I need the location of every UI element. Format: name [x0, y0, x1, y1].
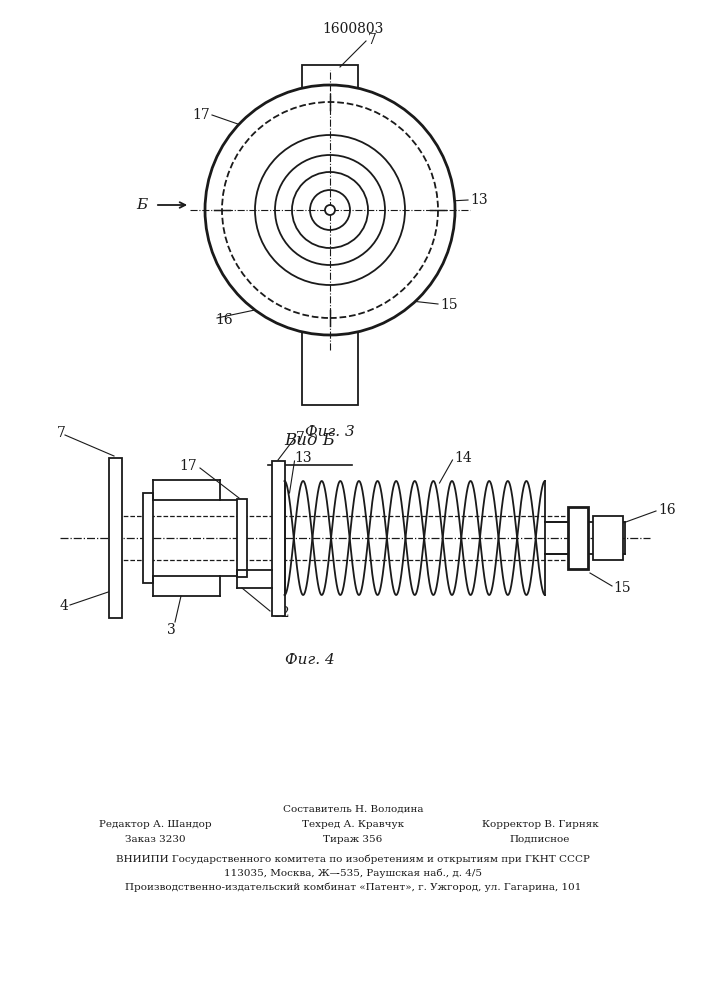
- Text: Фиг. 4: Фиг. 4: [285, 653, 335, 667]
- Text: 7: 7: [57, 426, 66, 440]
- Ellipse shape: [310, 190, 350, 230]
- Bar: [271, 460, 284, 615]
- Text: 1600803: 1600803: [322, 22, 384, 36]
- Ellipse shape: [325, 205, 335, 215]
- Text: 7: 7: [368, 33, 377, 47]
- Text: Фиг. 3: Фиг. 3: [305, 425, 355, 439]
- Bar: [108, 458, 122, 618]
- Text: ВНИИПИ Государственного комитета по изобретениям и открытиям при ГКНТ СССР: ВНИИПИ Государственного комитета по изоб…: [116, 855, 590, 864]
- Text: 14: 14: [455, 451, 472, 465]
- Text: Техред А. Кравчук: Техред А. Кравчук: [302, 820, 404, 829]
- Text: Производственно-издательский комбинат «Патент», г. Ужгород, ул. Гагарина, 101: Производственно-издательский комбинат «П…: [125, 883, 581, 892]
- Ellipse shape: [205, 85, 455, 335]
- Text: 17: 17: [180, 459, 197, 473]
- Text: 3: 3: [167, 623, 175, 637]
- Text: Б: Б: [136, 198, 147, 212]
- Text: 15: 15: [440, 298, 457, 312]
- Bar: [302, 65, 358, 405]
- Text: Корректор В. Гирняк: Корректор В. Гирняк: [481, 820, 598, 829]
- Text: 7: 7: [296, 431, 305, 445]
- Text: 16: 16: [215, 313, 233, 327]
- Text: Заказ 3230: Заказ 3230: [124, 835, 185, 844]
- Bar: [568, 507, 588, 569]
- Bar: [143, 493, 153, 583]
- Text: Вид Б: Вид Б: [284, 432, 336, 449]
- Text: Редактор А. Шандор: Редактор А. Шандор: [99, 820, 211, 829]
- Bar: [237, 499, 247, 577]
- Text: 113035, Москва, Ж—̵535, Раушская наб., д. 4/5: 113035, Москва, Ж—̵535, Раушская наб., д…: [224, 869, 482, 879]
- Text: Тираж 356: Тираж 356: [323, 835, 382, 844]
- Bar: [593, 516, 623, 560]
- Text: 17: 17: [192, 108, 210, 122]
- Text: 16: 16: [658, 503, 676, 517]
- Text: 13: 13: [295, 451, 312, 465]
- Text: 13: 13: [470, 193, 488, 207]
- Text: 12: 12: [272, 606, 290, 620]
- Text: Составитель Н. Володина: Составитель Н. Володина: [283, 805, 423, 814]
- Text: 15: 15: [613, 581, 631, 595]
- Text: 4: 4: [60, 599, 69, 613]
- Text: Подписное: Подписное: [510, 835, 570, 844]
